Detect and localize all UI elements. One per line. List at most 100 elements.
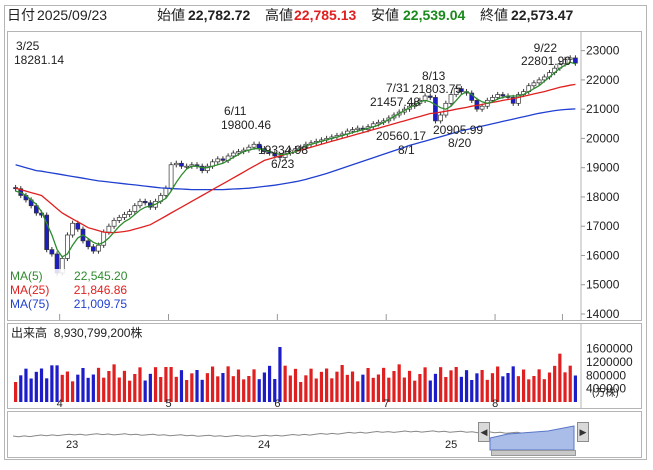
- volume-bar: [96, 367, 101, 402]
- volume-bar: [226, 366, 230, 402]
- navigator-scrollbar[interactable]: [491, 450, 576, 456]
- volume-x-tick-label: 6: [274, 398, 280, 408]
- volume-bar: [91, 374, 95, 402]
- range-navigator[interactable]: 23 24 25 ◀ ▶: [7, 411, 642, 458]
- price-annotation: 6/11: [224, 104, 247, 118]
- volume-bar: [102, 377, 106, 402]
- candle-body: [111, 220, 117, 227]
- volume-bar: [164, 367, 168, 402]
- volume-bar: [319, 371, 324, 402]
- price-annotation: 7/31: [386, 81, 410, 95]
- price-annotation: 9/22: [534, 41, 558, 55]
- volume-bar: [325, 368, 329, 402]
- volume-bar: [496, 366, 500, 402]
- volume-bar: [304, 375, 308, 402]
- candle-body: [179, 162, 184, 167]
- volume-tick-label: 1200000: [586, 355, 633, 369]
- candle-body: [433, 97, 438, 122]
- y-tick-label: 14000: [586, 307, 620, 320]
- price-annotation: 22801.90: [521, 54, 571, 68]
- price-annotation: 19334.98: [258, 143, 308, 157]
- volume-tick-label: 1600000: [586, 342, 633, 356]
- volume-bar: [480, 370, 484, 402]
- volume-bar: [553, 365, 557, 402]
- navigator-selection: [489, 425, 575, 451]
- volume-bar: [340, 365, 344, 402]
- price-annotation: 20560.17: [376, 129, 426, 143]
- candle-body: [173, 162, 179, 166]
- volume-bar: [428, 380, 432, 402]
- price-annotation: 3/25: [16, 39, 40, 53]
- price-annotation: 19800.46: [221, 118, 271, 132]
- volume-bar: [278, 347, 282, 402]
- candle-body: [453, 88, 459, 95]
- volume-bar: [371, 377, 375, 402]
- candle-body: [350, 129, 355, 132]
- volume-bar: [200, 379, 204, 402]
- volume-bar: [563, 372, 567, 402]
- volume-bar: [242, 379, 246, 402]
- navigator-year-label: 23: [66, 439, 78, 451]
- candle-body: [205, 165, 210, 171]
- candle-body: [567, 57, 573, 60]
- ma75-legend: MA(75) 21,009.75: [10, 297, 128, 311]
- y-tick-label: 20000: [586, 131, 620, 145]
- volume-panel[interactable]: 出来高 8,930,799,200株 1600000 1200000 800000 4…: [7, 323, 642, 409]
- volume-bar: [236, 369, 241, 402]
- date-label: 日付: [7, 7, 35, 23]
- volume-x-tick-label: 5: [166, 398, 172, 408]
- volume-bar: [174, 376, 178, 402]
- volume-bar: [475, 373, 479, 402]
- volume-bar: [128, 380, 132, 402]
- volume-x-tick-label: 8: [492, 398, 498, 408]
- candle-body: [355, 127, 361, 130]
- candle-body: [230, 152, 236, 157]
- candle-body: [122, 214, 127, 218]
- volume-label: 出来高 8,930,799,200株: [11, 326, 143, 340]
- candle-body: [137, 200, 143, 207]
- y-tick-label: 16000: [586, 248, 620, 262]
- candle-body: [220, 158, 226, 161]
- candle-body: [49, 249, 55, 255]
- navigator-right-handle[interactable]: ▶: [577, 422, 589, 442]
- chart-frame: 日付 2025/09/23 始値 22,782.72 高値 22,785.13 …: [4, 5, 647, 460]
- candle-body: [215, 158, 221, 163]
- volume-bar: [13, 382, 18, 402]
- volume-bar: [542, 379, 546, 402]
- volume-x-tick-label: 7: [383, 398, 389, 408]
- price-annotation: 8/13: [422, 69, 446, 83]
- low-value: 22,539.04: [403, 7, 466, 23]
- volume-bar: [558, 353, 562, 402]
- candle-body: [510, 97, 516, 104]
- ohlc-header: 日付 2025/09/23 始値 22,782.72 高値 22,785.13 …: [5, 6, 646, 25]
- navigator-left-handle[interactable]: ◀: [478, 422, 490, 442]
- candle-body: [536, 79, 542, 84]
- volume-bar: [470, 380, 474, 402]
- volume-bar: [195, 370, 199, 402]
- volume-bar: [532, 376, 536, 402]
- volume-bar: [267, 365, 272, 402]
- y-tick-label: 15000: [586, 278, 620, 292]
- price-panel[interactable]: 23000 22000 21000 20000 19000 18000 17000 16000…: [7, 31, 642, 321]
- candle-body: [44, 214, 50, 250]
- price-annotation: 8/20: [448, 136, 472, 150]
- candle-body: [562, 59, 568, 65]
- volume-bar: [50, 365, 54, 402]
- candle-body: [142, 200, 148, 204]
- volume-bar: [573, 375, 578, 402]
- volume-bar: [387, 377, 391, 402]
- volume-bar: [361, 374, 365, 402]
- open-label: 始値: [157, 7, 185, 23]
- volume-bar: [459, 376, 463, 402]
- volume-bar: [45, 378, 49, 402]
- volume-tick-label: 400000: [586, 382, 626, 396]
- volume-bar: [501, 376, 505, 402]
- volume-bar: [148, 373, 152, 402]
- volume-bar: [454, 367, 458, 402]
- volume-bar: [392, 371, 396, 402]
- volume-bar: [65, 371, 70, 402]
- volume-bar: [39, 368, 44, 402]
- volume-bar: [216, 376, 220, 402]
- high-value: 22,785.13: [294, 7, 357, 23]
